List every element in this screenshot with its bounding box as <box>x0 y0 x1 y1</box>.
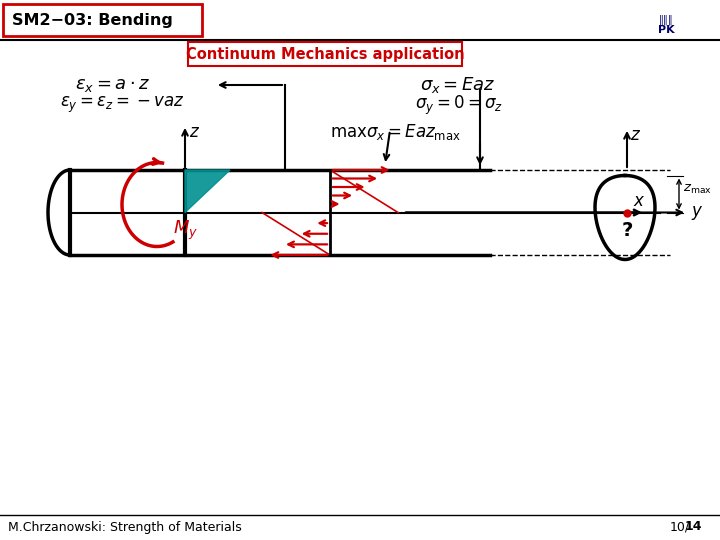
Text: 10/: 10/ <box>670 521 690 534</box>
Text: $\sigma_y = 0 = \sigma_z$: $\sigma_y = 0 = \sigma_z$ <box>415 93 503 117</box>
Text: SM2−03: Bending: SM2−03: Bending <box>12 12 173 28</box>
Text: x: x <box>633 192 643 210</box>
Text: z: z <box>630 126 639 144</box>
Text: Continuum Mechanics application: Continuum Mechanics application <box>186 46 464 62</box>
Text: $z_{\mathrm{max}}$: $z_{\mathrm{max}}$ <box>683 183 712 195</box>
Text: ‖‖‖: ‖‖‖ <box>659 15 673 25</box>
Text: z: z <box>189 123 198 141</box>
Text: M.Chrzanowski: Strength of Materials: M.Chrzanowski: Strength of Materials <box>8 521 242 534</box>
Text: ?: ? <box>621 221 633 240</box>
Polygon shape <box>185 170 230 213</box>
Text: y: y <box>691 201 701 219</box>
Text: $\varepsilon_y = \varepsilon_z = -vaz$: $\varepsilon_y = \varepsilon_z = -vaz$ <box>60 95 184 115</box>
Text: $M_y$: $M_y$ <box>173 219 198 242</box>
Text: $\sigma_x = Eaz$: $\sigma_x = Eaz$ <box>420 75 495 95</box>
FancyBboxPatch shape <box>188 42 462 66</box>
Text: PK: PK <box>657 25 675 35</box>
FancyBboxPatch shape <box>3 4 202 36</box>
Text: 14: 14 <box>685 521 703 534</box>
Text: $\max \sigma_x = Eaz_{\mathrm{max}}$: $\max \sigma_x = Eaz_{\mathrm{max}}$ <box>330 122 461 142</box>
Text: $\varepsilon_x = a \cdot z$: $\varepsilon_x = a \cdot z$ <box>75 76 150 94</box>
